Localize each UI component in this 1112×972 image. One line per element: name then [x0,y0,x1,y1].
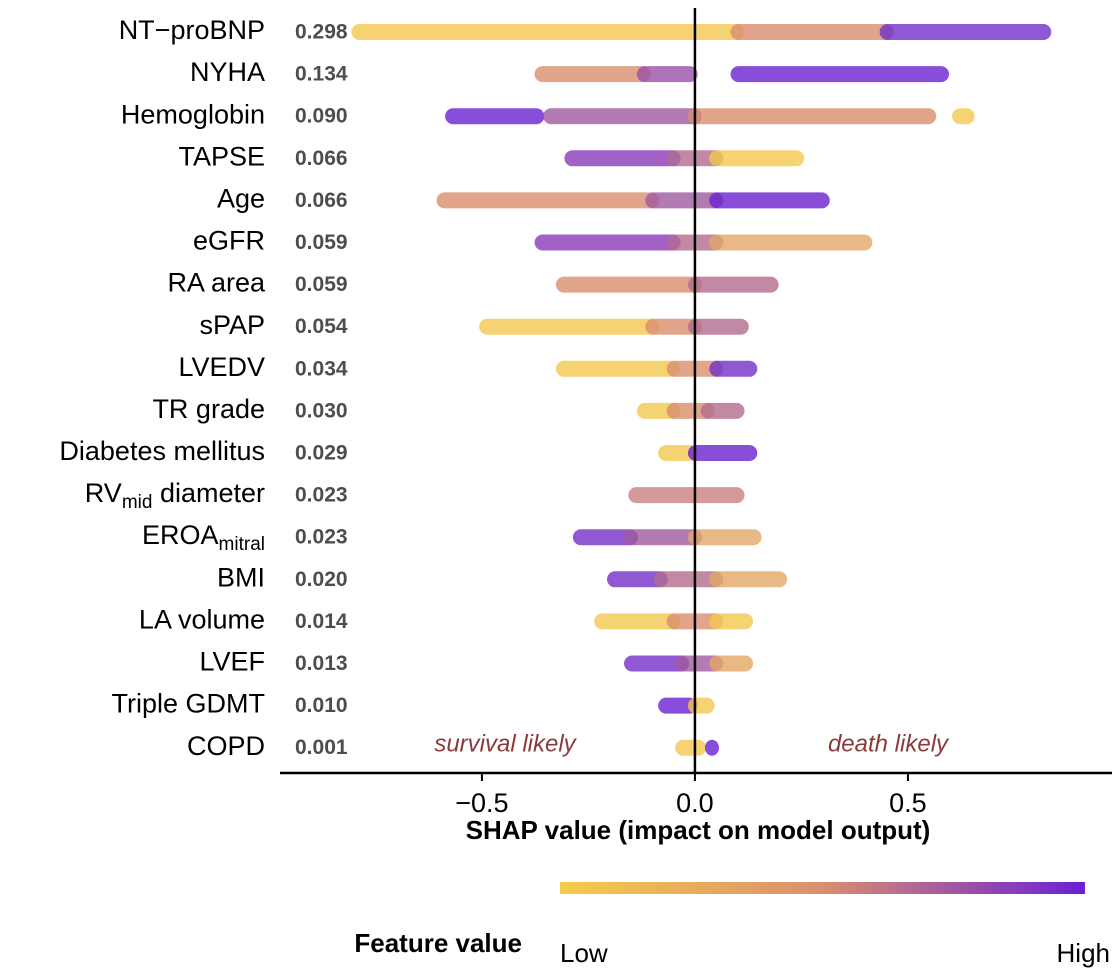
shap-points [543,108,702,125]
shap-points [645,318,702,335]
importance-label: 0.090 [295,105,348,128]
shap-points [606,571,668,588]
label-rest: diameter [152,478,265,508]
shap-points [687,108,937,125]
importance-label: 0.013 [295,652,348,675]
shap-points [687,445,758,461]
annotation: death likely [828,730,950,757]
label-sub: mitral [219,534,265,555]
x-tick-label: −0.5 [455,788,508,818]
shap-points [709,192,830,209]
category-label: EROAmitral [142,520,265,555]
category-label: sPAP [199,310,265,340]
shap-points [624,655,690,672]
shap-points [687,276,779,293]
colorbar-high: High [1057,938,1110,968]
category-label: Diabetes mellitus [59,436,265,466]
shap-points [653,571,724,588]
shap-points [624,529,702,546]
importance-label: 0.059 [295,273,348,296]
shap-points [687,529,762,546]
shap-points [534,234,681,251]
shap-points [555,276,702,293]
shap-points [879,24,1052,40]
shap-points [709,571,788,588]
category-label: LVEDV [178,352,265,382]
category-label: COPD [187,731,265,761]
importance-label: 0.020 [295,568,348,591]
shap-points [534,66,651,83]
importance-label: 0.014 [295,610,348,633]
category-label: LA volume [139,605,265,635]
annotation: survival likely [434,730,577,757]
shap-points [658,445,698,461]
x-tick-label: 0.0 [676,788,714,818]
x-tick-label: 0.5 [889,788,927,818]
label-main: RV [85,478,122,508]
category-label: RA area [167,268,266,298]
importance-label: 0.030 [295,399,348,422]
shap-points [709,360,758,377]
colorbar-low: Low [560,938,608,968]
importance-label: 0.034 [295,357,348,380]
shap-points [709,655,754,672]
importance-label: 0.134 [295,63,348,86]
category-label: TAPSE [178,141,265,171]
importance-label: 0.066 [295,189,348,212]
shap-points [645,192,724,209]
category-label: Hemoglobin [121,99,265,129]
shap-points [351,24,745,40]
shap-points [445,108,545,125]
colorbar-title: Feature value [354,928,522,958]
category-label: Triple GDMT [112,689,266,719]
shap-points [709,234,873,251]
shap-points [564,150,681,167]
shap-points [700,402,745,419]
importance-label: 0.066 [295,147,348,170]
importance-label: 0.059 [295,231,348,254]
shap-points [687,318,749,335]
category-label: RVmid diameter [85,478,265,513]
category-label: Age [217,184,265,214]
category-label: NT−proBNP [119,15,265,45]
shap-points [952,108,975,125]
shap-points [555,360,681,377]
shap-points [709,150,805,167]
shap-points [709,613,754,630]
shap-points [658,697,698,714]
importance-label: 0.054 [295,315,348,338]
shap-points [636,66,698,83]
importance-label: 0.001 [295,736,348,759]
shap-points [675,739,707,756]
importance-label: 0.023 [295,484,348,507]
shap-points [687,697,715,714]
colorbar [560,882,1085,894]
x-axis-label: SHAP value (impact on model output) [466,815,931,845]
label-sub: mid [122,492,153,513]
shap-points [704,739,719,756]
importance-label: 0.010 [295,694,348,717]
importance-label: 0.298 [295,21,348,44]
importance-label: 0.023 [295,526,348,549]
shap-points [594,613,681,630]
shap-points [730,66,950,83]
shap-points [628,487,745,504]
importance-label: 0.029 [295,442,348,465]
category-label: LVEF [199,647,265,677]
category-label: eGFR [193,226,265,256]
category-label: NYHA [190,57,265,87]
shap-points [436,192,660,209]
shap-points [572,529,639,546]
category-label: BMI [217,562,265,592]
label-main: EROA [142,520,219,550]
shap-points [730,24,894,40]
category-label: TR grade [152,394,265,424]
shap-points [479,318,660,335]
